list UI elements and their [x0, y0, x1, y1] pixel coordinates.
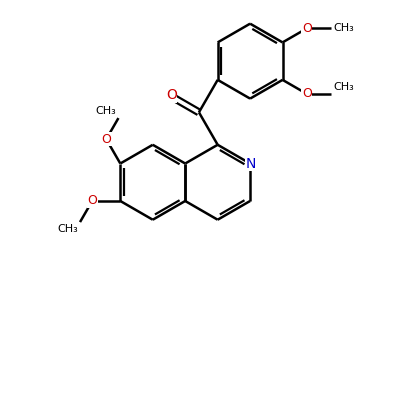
Text: O: O — [166, 88, 177, 102]
Text: O: O — [87, 194, 97, 208]
Text: O: O — [302, 22, 312, 35]
Text: CH₃: CH₃ — [57, 224, 78, 234]
Text: O: O — [101, 133, 111, 146]
Text: N: N — [246, 156, 256, 170]
Text: CH₃: CH₃ — [96, 106, 116, 116]
Text: CH₃: CH₃ — [333, 82, 354, 92]
Text: CH₃: CH₃ — [333, 23, 354, 33]
Text: O: O — [302, 88, 312, 100]
